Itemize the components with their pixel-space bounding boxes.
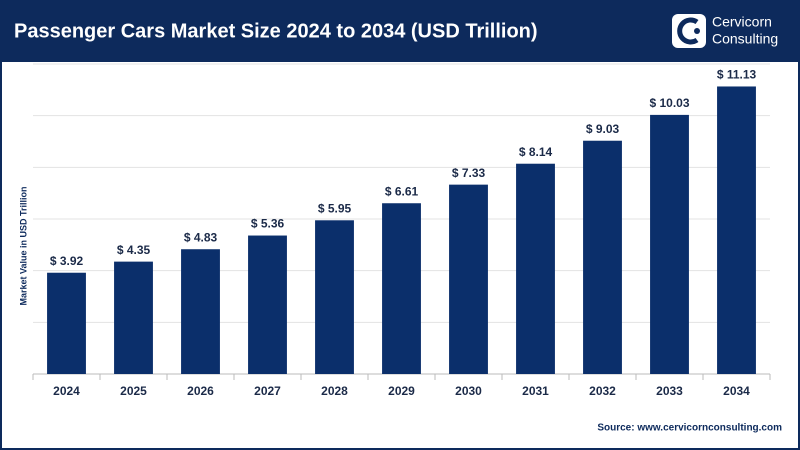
chart-title: Passenger Cars Market Size 2024 to 2034 … [14, 20, 538, 42]
logo-text: Cervicorn [712, 14, 772, 30]
bar [47, 272, 86, 374]
x-tick-label: 2025 [120, 384, 147, 398]
x-tick-label: 2031 [522, 384, 549, 398]
x-tick-label: 2033 [656, 384, 683, 398]
y-axis-label: Market Value in USD Trillion [18, 186, 28, 305]
value-label: $ 3.92 [50, 254, 84, 268]
bar [516, 163, 555, 374]
value-label: $ 5.36 [251, 217, 285, 231]
bar [382, 203, 421, 374]
bar [248, 235, 287, 374]
x-tick-label: 2027 [254, 384, 281, 398]
source: Source: www.cervicornconsulting.com [597, 423, 782, 434]
header-band [2, 2, 798, 62]
x-tick-label: 2034 [723, 384, 750, 398]
bar [449, 184, 488, 374]
bar [650, 114, 689, 375]
bar [114, 261, 153, 374]
logo-mark [677, 17, 699, 45]
x-tick-label: 2030 [455, 384, 482, 398]
value-label: $ 10.03 [649, 96, 689, 110]
bar [181, 249, 220, 374]
bar [583, 140, 622, 374]
value-label: $ 4.35 [117, 243, 151, 257]
x-tick-label: 2024 [53, 384, 80, 398]
x-tick-label: 2029 [388, 384, 415, 398]
value-label: $ 6.61 [385, 184, 419, 198]
value-label: $ 8.14 [519, 145, 553, 159]
value-label: $ 7.33 [452, 166, 486, 180]
logo-text: Consulting [712, 31, 778, 47]
logo-dot [694, 28, 700, 34]
bar [315, 220, 354, 374]
value-label: $ 5.95 [318, 201, 352, 215]
value-label: $ 9.03 [586, 122, 620, 136]
bar [717, 86, 756, 374]
value-label: $ 11.13 [717, 68, 757, 82]
x-tick-label: 2028 [321, 384, 348, 398]
x-tick-label: 2032 [589, 384, 616, 398]
x-tick-label: 2026 [187, 384, 214, 398]
value-label: $ 4.83 [184, 230, 218, 244]
